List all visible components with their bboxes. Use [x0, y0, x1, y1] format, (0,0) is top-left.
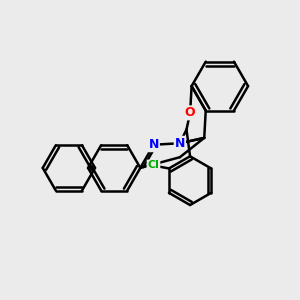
Text: Cl: Cl — [148, 160, 159, 170]
Text: N: N — [148, 138, 159, 151]
Text: N: N — [175, 137, 185, 150]
Text: O: O — [185, 106, 195, 119]
